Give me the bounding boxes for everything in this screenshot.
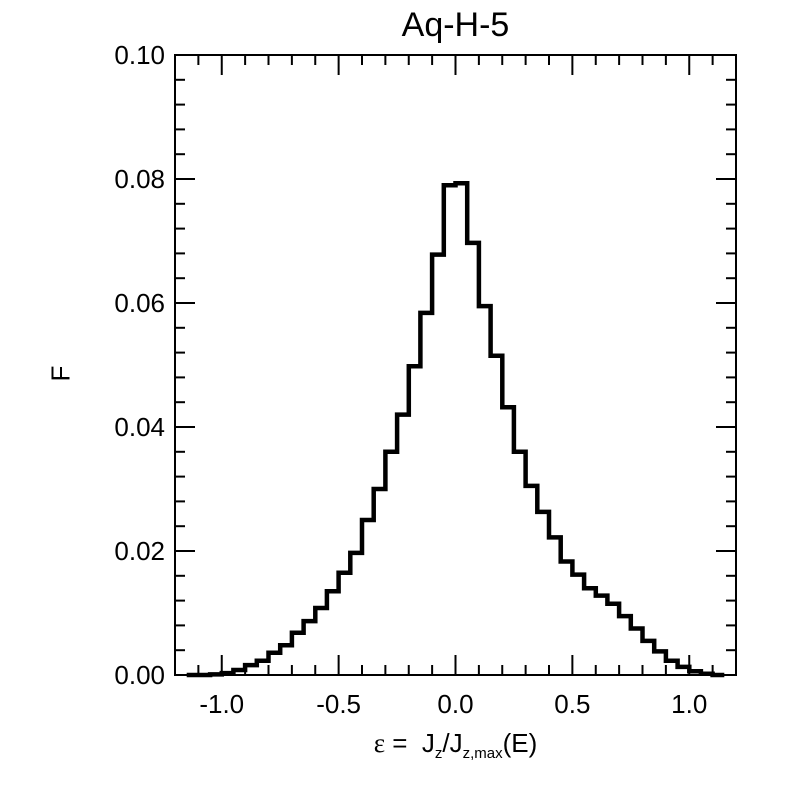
x-axis-label-j: J [421, 728, 435, 758]
x-axis-label-equals: = [385, 728, 422, 758]
chart-title: Aq-H-5 [401, 6, 510, 44]
axis-ticks [174, 54, 737, 676]
y-tick-label: 0.00 [114, 660, 165, 690]
x-axis-label-sub-zmax: z,max [462, 745, 503, 762]
y-tick-label: 0.02 [114, 536, 165, 566]
x-tick-label: -0.5 [316, 689, 361, 719]
x-axis-label-slash-j: /J [442, 728, 463, 758]
x-axis-label-epsilon: ε [373, 728, 386, 758]
x-tick-label: 0.5 [554, 689, 590, 719]
plot-frame [174, 54, 737, 676]
x-axis-label-e: (E) [502, 728, 538, 758]
x-axis-label: ε = Jz/Jz,max(E) [175, 728, 736, 762]
x-axis-label-sub-z: z [434, 745, 443, 762]
x-tick-label: -1.0 [199, 689, 244, 719]
y-tick-label: 0.04 [114, 412, 165, 442]
x-tick-label: 1.0 [671, 689, 707, 719]
y-tick-label: 0.10 [114, 40, 165, 70]
y-tick-label: 0.06 [114, 288, 165, 318]
histogram-series-line [186, 181, 725, 678]
y-tick-label: 0.08 [114, 164, 165, 194]
x-tick-label: 0.0 [437, 689, 473, 719]
axis-tick-labels: -1.0 -0.5 0.0 0.5 1.0 0.00 0.02 0.04 0.06 0.08 0.1… [114, 40, 707, 719]
